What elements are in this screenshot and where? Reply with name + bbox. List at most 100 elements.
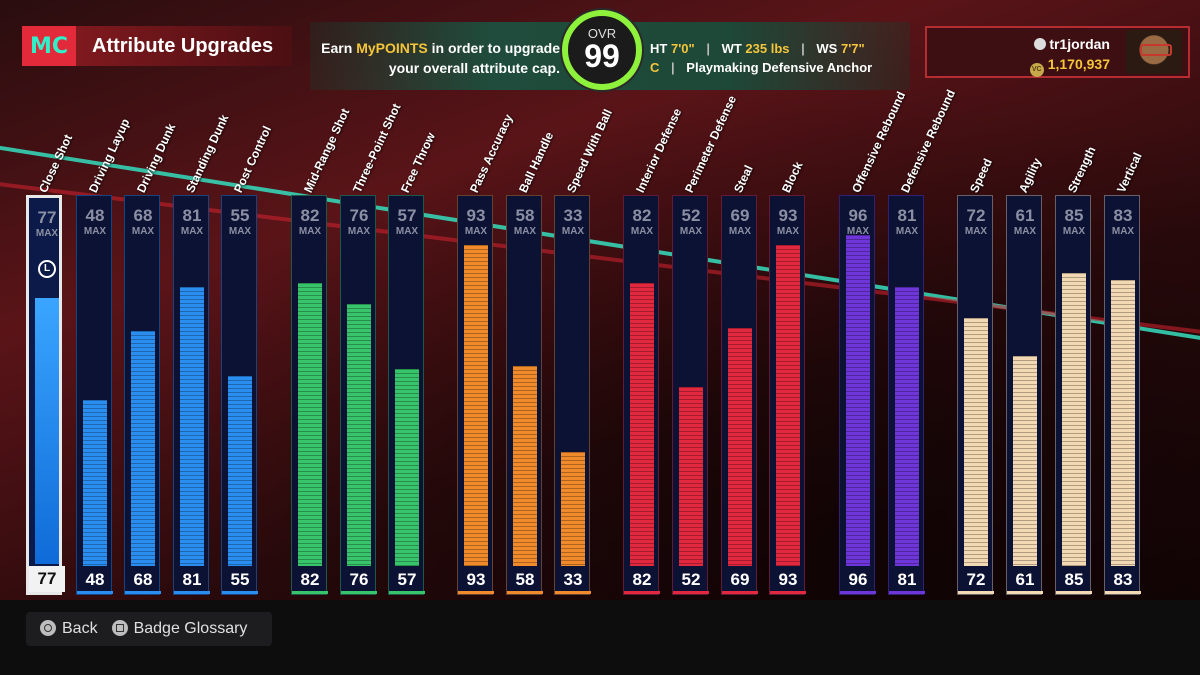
attribute-column[interactable]: Defensive Rebound 81 MAX 81	[888, 87, 958, 595]
attribute-column[interactable]: Vertical 83 MAX 83	[1104, 150, 1145, 595]
attribute-value: 77	[29, 566, 65, 592]
attribute-group-underline	[624, 591, 660, 594]
attribute-column[interactable]: Speed 72 MAX 72	[957, 156, 995, 595]
max-label: MAX	[83, 226, 107, 237]
attribute-name: Close Shot	[36, 132, 76, 195]
attribute-bar-frame: 72 MAX 72	[957, 195, 994, 595]
attribute-bar-frame: 76 MAX 76	[340, 195, 377, 595]
max-label: MAX	[464, 226, 488, 237]
attribute-column[interactable]: Block 93 MAX 93	[769, 159, 806, 595]
attribute-name: Free Throw	[398, 130, 439, 195]
badge-glossary-label: Badge Glossary	[133, 620, 248, 637]
attribute-name: Driving Layup	[86, 116, 133, 195]
attribute-max-value: 57	[397, 206, 417, 225]
badge-glossary-button[interactable]: Badge Glossary	[111, 620, 248, 638]
attribute-max-value: 33	[563, 206, 583, 225]
attribute-column[interactable]: Post Control 55 MAX 55	[221, 124, 274, 595]
attribute-value: 68	[133, 570, 153, 589]
max-label: MAX	[1062, 226, 1086, 237]
attribute-column[interactable]: Speed With Ball 33 MAX 33	[554, 107, 615, 595]
page-title: Attribute Upgrades	[92, 34, 274, 57]
attribute-column[interactable]: Driving Layup 48 MAX 48	[76, 116, 133, 595]
attribute-name: Vertical	[1114, 150, 1145, 195]
attribute-column[interactable]: Interior Defense 82 MAX 82	[623, 106, 684, 595]
attribute-max-value: 76	[349, 206, 369, 225]
height-label: HT	[650, 41, 668, 56]
overall-rating-badge: OVR 99	[562, 10, 642, 90]
max-label: MAX	[679, 226, 703, 237]
attribute-fill-bar	[728, 328, 752, 566]
playstation-icon	[1034, 38, 1047, 50]
attribute-name: Post Control	[231, 123, 275, 195]
attribute-group-underline	[673, 591, 709, 594]
attribute-fill-bar	[180, 287, 204, 566]
attribute-name: Steal	[731, 163, 756, 195]
attribute-bar-frame: 96 MAX 96	[839, 195, 876, 595]
attribute-name: Perimeter Defense	[682, 93, 740, 195]
attribute-value: 82	[300, 570, 320, 589]
attribute-fill-bar	[776, 245, 800, 566]
attribute-column[interactable]: Ball Handle 58 MAX 58	[506, 130, 556, 595]
attribute-column[interactable]: Mid-Range Shot 82 MAX 82	[291, 106, 352, 595]
attribute-group-underline	[389, 591, 425, 594]
attribute-column[interactable]: Close Shot 77 MAX L 77	[26, 132, 75, 595]
attribute-group-underline	[889, 591, 925, 594]
attribute-value: 58	[515, 570, 535, 589]
vc-balance: VC 1,170,937	[1029, 56, 1110, 77]
attribute-column[interactable]: Standing Dunk 81 MAX 81	[173, 112, 231, 595]
attribute-max-value: 58	[515, 206, 535, 225]
weight-label: WT	[721, 41, 742, 56]
attribute-fill-bar	[131, 331, 155, 566]
attribute-bars: Close Shot 77 MAX L 77 Driving Layup 48 MAX 48 Dr…	[26, 87, 1145, 595]
earn-mypoints-text: Earn MyPOINTS in order to upgrade your o…	[318, 38, 560, 78]
attribute-name: Agility	[1016, 155, 1045, 195]
attribute-name: Defensive Rebound	[898, 87, 959, 195]
earn-prefix: Earn	[321, 40, 357, 56]
attribute-column[interactable]: Perimeter Defense 52 MAX 52	[672, 93, 739, 595]
earn-suffix: in order to upgrade	[427, 40, 560, 56]
divider: |	[706, 41, 710, 56]
attribute-column[interactable]: Steal 69 MAX 69	[721, 163, 758, 595]
attribute-column[interactable]: Free Throw 57 MAX 57	[388, 130, 438, 595]
attribute-column[interactable]: Offensive Rebound 96 MAX 96	[839, 89, 908, 595]
attribute-bar-frame: 58 MAX 58	[506, 195, 543, 595]
attribute-value: 82	[632, 570, 652, 589]
attribute-max-value: 82	[632, 206, 652, 225]
attribute-fill-bar	[464, 245, 488, 566]
attribute-column[interactable]: Pass Accuracy 93 MAX 93	[457, 112, 516, 595]
earn-line2: your overall attribute cap.	[388, 60, 560, 76]
attribute-group-underline	[222, 591, 258, 594]
attribute-fill-bar	[1111, 280, 1135, 566]
attribute-bar-frame: 57 MAX 57	[388, 195, 425, 595]
attribute-column[interactable]: Driving Dunk 68 MAX 68	[124, 121, 178, 595]
attribute-column[interactable]: Three-Point Shot 76 MAX 76	[340, 101, 404, 595]
attribute-group-underline	[341, 591, 377, 594]
mycareer-logo: MC	[22, 26, 76, 66]
max-label: MAX	[846, 226, 870, 237]
attribute-column[interactable]: Strength 85 MAX 85	[1055, 144, 1099, 595]
attribute-name: Speed With Ball	[564, 106, 615, 195]
attribute-name: Strength	[1065, 144, 1099, 195]
attribute-bar-frame: 81 MAX 81	[888, 195, 925, 595]
attribute-column[interactable]: Agility 61 MAX 61	[1006, 156, 1044, 595]
attribute-bar-frame: 33 MAX 33	[554, 195, 591, 595]
attribute-fill-bar	[347, 304, 371, 566]
attribute-group-underline	[174, 591, 210, 594]
max-label: MAX	[561, 226, 585, 237]
attribute-max-value: 96	[848, 206, 868, 225]
attribute-value: 85	[1064, 570, 1084, 589]
attribute-bar-frame: 85 MAX 85	[1055, 195, 1092, 595]
attribute-max-value: 81	[897, 206, 917, 225]
attribute-fill-bar	[964, 318, 988, 566]
ovr-label: OVR	[587, 26, 617, 41]
attribute-max-value: 82	[300, 206, 320, 225]
attribute-bar-frame: 61 MAX 61	[1006, 195, 1043, 595]
attribute-group-underline	[507, 591, 543, 594]
attribute-name: Driving Dunk	[134, 121, 179, 195]
attribute-value: 48	[85, 570, 105, 589]
attribute-bar-frame: 93 MAX 93	[457, 195, 494, 595]
physical-stats: HT 7'0" | WT 235 lbs | WS 7'7"	[650, 41, 865, 56]
attribute-value: 55	[230, 570, 250, 589]
attribute-group-underline	[722, 591, 758, 594]
back-button[interactable]: Back	[40, 620, 98, 638]
